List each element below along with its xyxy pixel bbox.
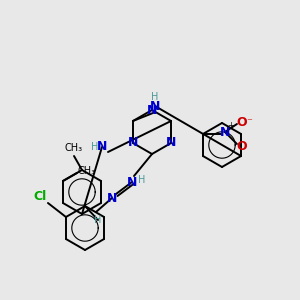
Text: O: O xyxy=(237,140,247,152)
Text: H: H xyxy=(94,215,102,225)
Text: N: N xyxy=(107,191,117,205)
Text: ⁻: ⁻ xyxy=(246,117,252,127)
Text: H: H xyxy=(91,142,99,152)
Text: CH₃: CH₃ xyxy=(78,166,96,176)
Text: Cl: Cl xyxy=(33,190,46,203)
Text: N: N xyxy=(127,176,137,188)
Text: O: O xyxy=(237,116,247,128)
Text: +: + xyxy=(227,122,234,130)
Text: N: N xyxy=(97,140,107,154)
Text: N: N xyxy=(147,103,157,116)
Text: H: H xyxy=(138,175,146,185)
Text: N: N xyxy=(166,136,176,149)
Text: N: N xyxy=(150,100,160,112)
Text: N: N xyxy=(220,125,230,139)
Text: H: H xyxy=(151,92,159,102)
Text: N: N xyxy=(128,136,138,149)
Text: CH₃: CH₃ xyxy=(65,143,83,153)
